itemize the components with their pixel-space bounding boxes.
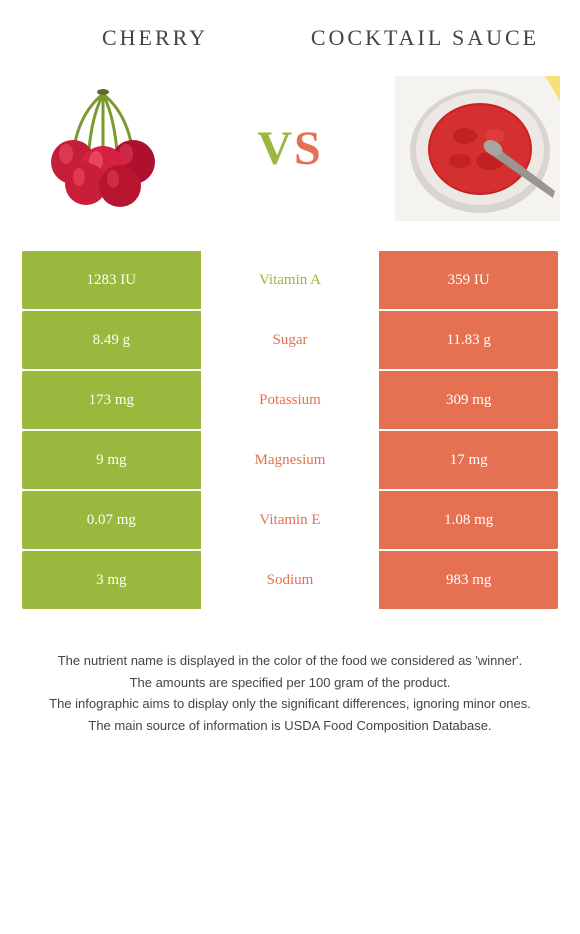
right-value: 983 mg xyxy=(379,551,558,609)
nutrient-label: Sodium xyxy=(201,551,380,609)
nutrient-label: Sugar xyxy=(201,311,380,369)
table-row: 0.07 mgVitamin E1.08 mg xyxy=(22,491,558,549)
right-value: 17 mg xyxy=(379,431,558,489)
footnote-line: The nutrient name is displayed in the co… xyxy=(20,651,560,671)
vs-v: V xyxy=(257,122,294,175)
table-row: 3 mgSodium983 mg xyxy=(22,551,558,609)
left-value: 8.49 g xyxy=(22,311,201,369)
footnote-line: The infographic aims to display only the… xyxy=(20,694,560,714)
table-row: 173 mgPotassium309 mg xyxy=(22,371,558,429)
table-row: 8.49 gSugar11.83 g xyxy=(22,311,558,369)
comparison-table: 1283 IUVitamin A359 IU8.49 gSugar11.83 g… xyxy=(0,251,580,609)
right-value: 359 IU xyxy=(379,251,558,309)
vs-s: S xyxy=(294,122,323,175)
right-value: 1.08 mg xyxy=(379,491,558,549)
table-row: 1283 IUVitamin A359 IU xyxy=(22,251,558,309)
right-value: 309 mg xyxy=(379,371,558,429)
cherry-image xyxy=(20,76,185,221)
footnote-line: The amounts are specified per 100 gram o… xyxy=(20,673,560,693)
left-value: 173 mg xyxy=(22,371,201,429)
left-value: 3 mg xyxy=(22,551,201,609)
right-value: 11.83 g xyxy=(379,311,558,369)
sauce-image xyxy=(395,76,560,221)
left-value: 0.07 mg xyxy=(22,491,201,549)
left-title: CHERRY xyxy=(20,25,290,51)
nutrient-label: Vitamin A xyxy=(201,251,380,309)
footnote-line: The main source of information is USDA F… xyxy=(20,716,560,736)
nutrient-label: Vitamin E xyxy=(201,491,380,549)
nutrient-label: Potassium xyxy=(201,371,380,429)
nutrient-label: Magnesium xyxy=(201,431,380,489)
left-value: 1283 IU xyxy=(22,251,201,309)
footnotes: The nutrient name is displayed in the co… xyxy=(0,611,580,735)
left-value: 9 mg xyxy=(22,431,201,489)
table-row: 9 mgMagnesium17 mg xyxy=(22,431,558,489)
vs-label: VS xyxy=(257,121,322,176)
right-title: COCKTAIL SAUCE xyxy=(290,25,560,51)
